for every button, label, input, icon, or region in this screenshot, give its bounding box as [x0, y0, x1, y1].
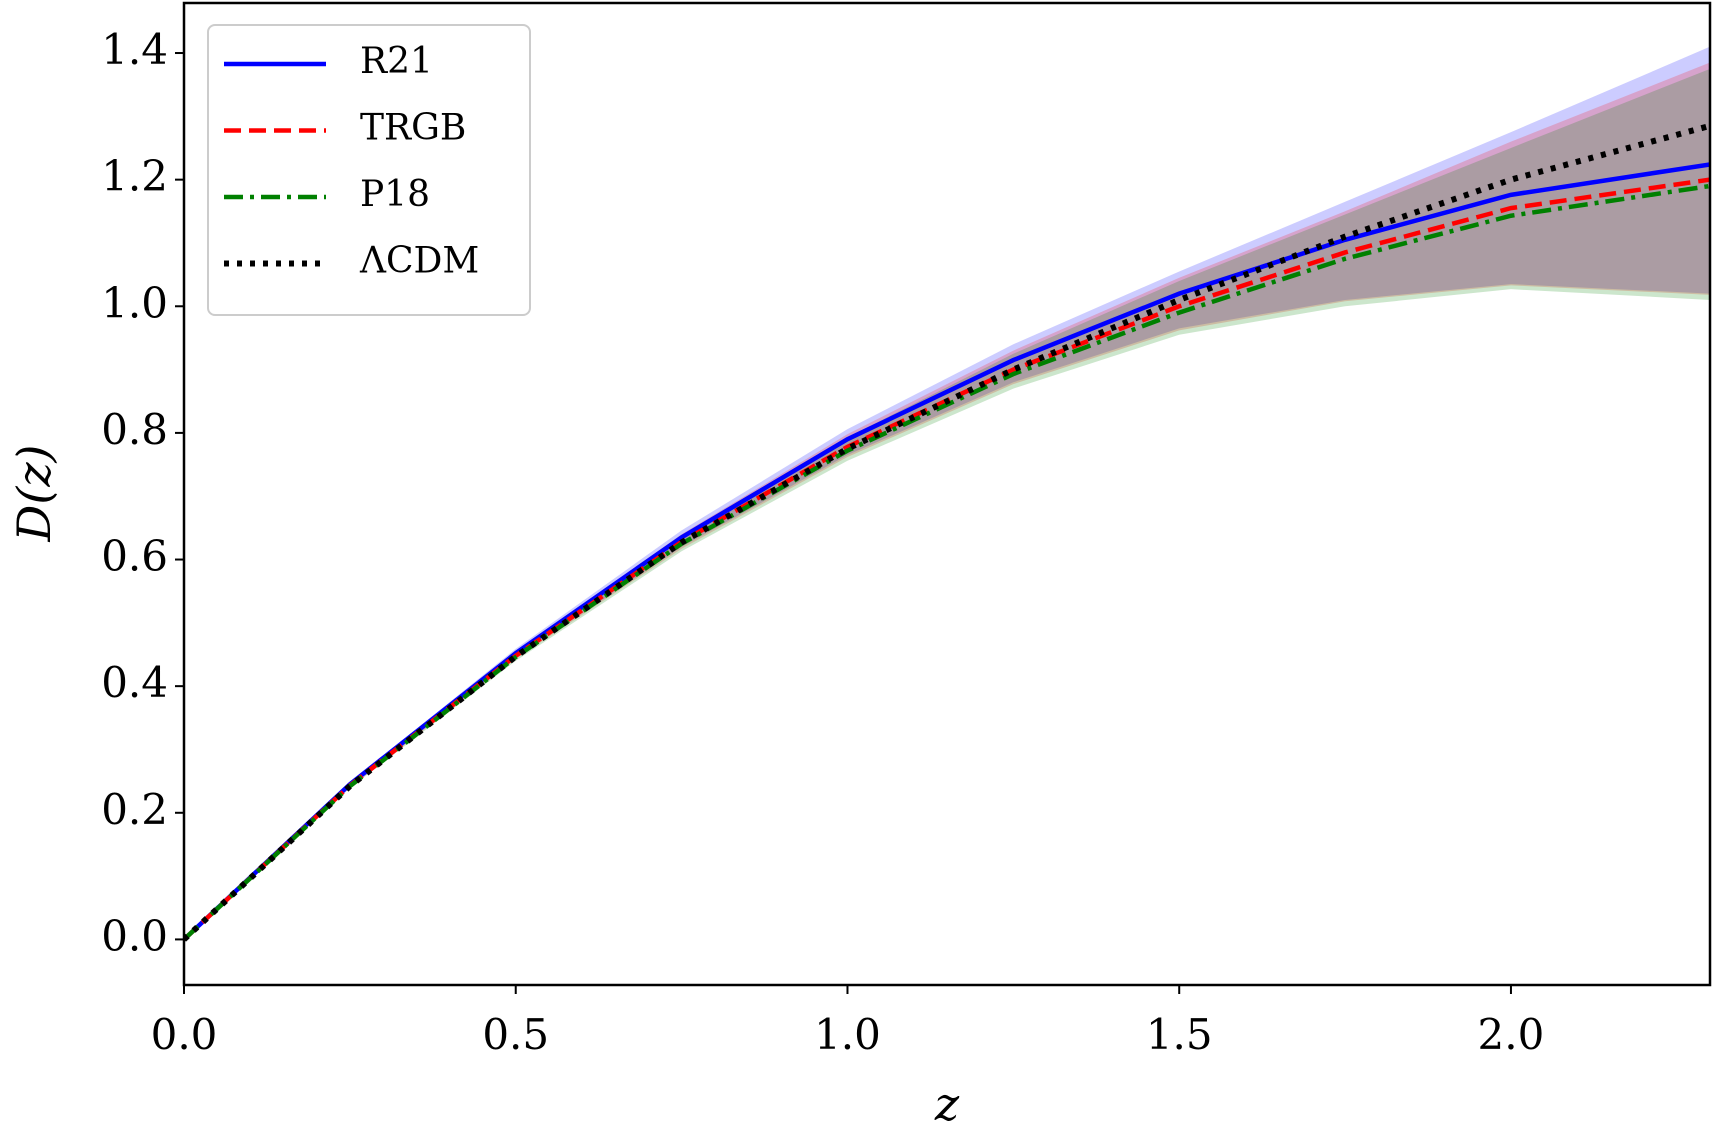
y-tick-label: 1.0 [101, 278, 168, 327]
y-tick-label: 0.6 [101, 532, 168, 581]
x-tick-label: 2.0 [1478, 1010, 1545, 1059]
y-tick-label: 0.4 [101, 658, 168, 707]
plot-area [184, 46, 1710, 942]
legend-label: P18 [360, 174, 430, 215]
confidence-band [184, 46, 1710, 940]
series-line [184, 177, 1710, 942]
y-tick-label: 1.4 [101, 25, 168, 74]
series-line [184, 183, 1710, 942]
y-axis-label: D(z) [7, 444, 61, 542]
confidence-band [184, 62, 1710, 940]
legend-label: TRGB [360, 108, 466, 149]
x-tick-label: 1.5 [1146, 1010, 1213, 1059]
plot-frame [182, 1, 1712, 987]
x-tick-label: 0.5 [482, 1010, 549, 1059]
y-tick-label: 0.8 [101, 405, 168, 454]
x-tick-label: 1.0 [814, 1010, 881, 1059]
series-line [184, 122, 1710, 942]
y-tick-label: 1.2 [101, 152, 168, 201]
y-tick-label: 0.0 [101, 911, 168, 960]
x-axis-label: z [934, 1077, 960, 1131]
legend-box [207, 24, 531, 316]
legend-label: ΛCDM [359, 241, 479, 282]
legend: R21 TRGB P18 ΛCDM [207, 24, 531, 316]
y-tick-label: 0.2 [101, 785, 168, 834]
confidence-band [184, 68, 1710, 940]
x-tick-label: 0.0 [151, 1010, 218, 1059]
legend-label: R21 [360, 41, 433, 82]
